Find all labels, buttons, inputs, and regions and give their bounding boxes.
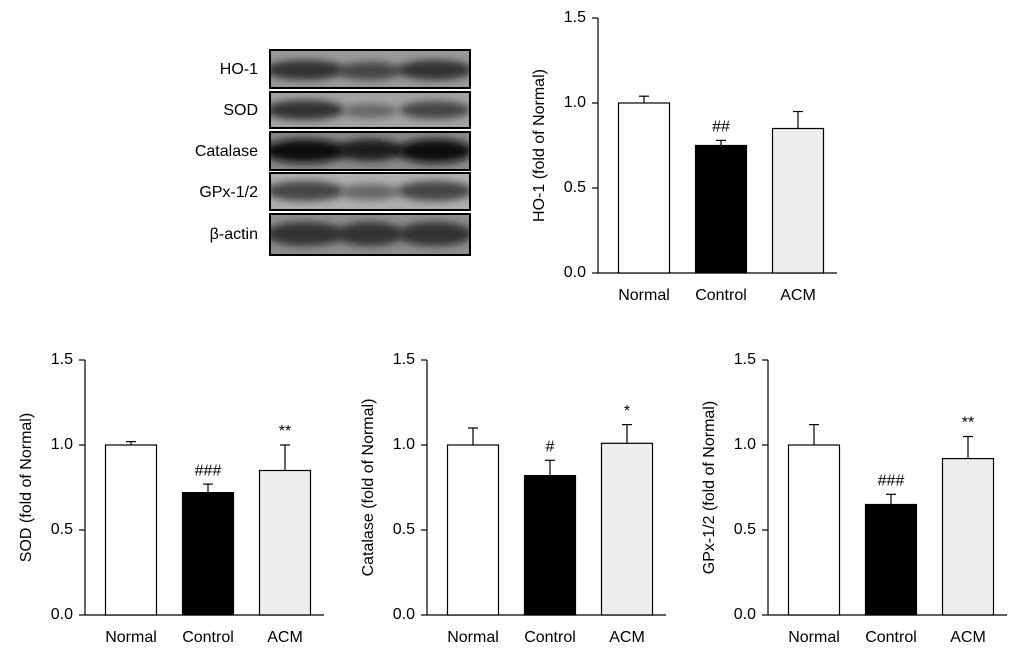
y-tick-label: 1.0 (393, 436, 415, 453)
x-tick-label: Normal (105, 629, 157, 646)
x-tick-label: Control (695, 287, 747, 304)
blot-label: Catalase (195, 143, 258, 160)
band (397, 222, 470, 246)
x-tick-label: Control (524, 629, 576, 646)
y-axis-label: Catalase (fold of Normal) (360, 399, 377, 577)
y-tick-label: 1.5 (51, 351, 73, 368)
y-tick-label: 0.5 (393, 521, 415, 538)
y-tick-label: 1.0 (51, 436, 73, 453)
y-tick-label: 1.0 (734, 436, 756, 453)
bar (694, 144, 748, 274)
blot-label: β-actin (210, 226, 258, 243)
x-tick-label: Normal (447, 629, 499, 646)
blot-label: SOD (223, 102, 258, 119)
band (340, 184, 400, 200)
significance-label: * (624, 403, 630, 420)
y-tick-label: 0.5 (564, 179, 586, 196)
bar (787, 444, 841, 616)
bar (181, 492, 235, 616)
band (270, 181, 345, 201)
y-tick-label: 1.5 (393, 351, 415, 368)
bar (941, 458, 995, 616)
band (270, 139, 347, 163)
x-tick-label: Normal (618, 287, 670, 304)
y-axis-label: GPx-1/2 (fold of Normal) (701, 401, 718, 574)
y-tick-label: 0.0 (734, 606, 756, 623)
x-tick-label: ACM (267, 629, 303, 646)
band (270, 222, 345, 246)
y-tick-label: 1.5 (734, 351, 756, 368)
band (270, 60, 345, 80)
bar (104, 444, 158, 616)
y-tick-label: 1.5 (564, 9, 586, 26)
y-tick-label: 0.0 (51, 606, 73, 623)
x-tick-label: ACM (780, 287, 816, 304)
x-tick-label: ACM (609, 629, 645, 646)
significance-label: ### (878, 473, 905, 490)
y-axis-label: HO-1 (fold of Normal) (531, 69, 548, 222)
significance-label: # (546, 439, 555, 456)
blot-frame (269, 91, 471, 129)
y-tick-label: 0.5 (51, 521, 73, 538)
y-tick-label: 0.0 (393, 606, 415, 623)
x-tick-label: Normal (788, 629, 840, 646)
x-tick-label: ACM (950, 629, 986, 646)
bar (446, 444, 500, 616)
blot-label: HO-1 (220, 61, 258, 78)
bar (617, 102, 671, 274)
bar (771, 127, 825, 274)
band (397, 139, 470, 163)
bar (523, 475, 577, 616)
y-axis-label: SOD (fold of Normal) (18, 413, 35, 562)
blot: HO-1 SOD Catalase GPx-1/2 β-actin (195, 49, 471, 256)
y-tick-label: 0.0 (564, 264, 586, 281)
x-tick-label: Control (865, 629, 917, 646)
significance-label: ### (195, 462, 222, 479)
y-tick-label: 1.0 (564, 94, 586, 111)
bar (600, 442, 654, 616)
band (399, 101, 470, 119)
band (270, 100, 345, 120)
blot-frame (269, 49, 471, 89)
band (342, 104, 398, 118)
y-tick-label: 0.5 (734, 521, 756, 538)
significance-label: ## (712, 119, 730, 136)
blot-frame (269, 131, 471, 171)
blot-label: GPx-1/2 (199, 184, 258, 201)
blot-frame (269, 172, 471, 211)
band (338, 62, 402, 80)
band (397, 60, 470, 80)
band (336, 222, 404, 246)
x-tick-label: Control (182, 629, 234, 646)
bar (258, 469, 312, 616)
blot-frame (269, 213, 471, 256)
significance-label: ** (279, 423, 291, 440)
band (397, 181, 470, 201)
bar (864, 503, 918, 616)
significance-label: ** (962, 415, 974, 432)
band (336, 139, 404, 161)
